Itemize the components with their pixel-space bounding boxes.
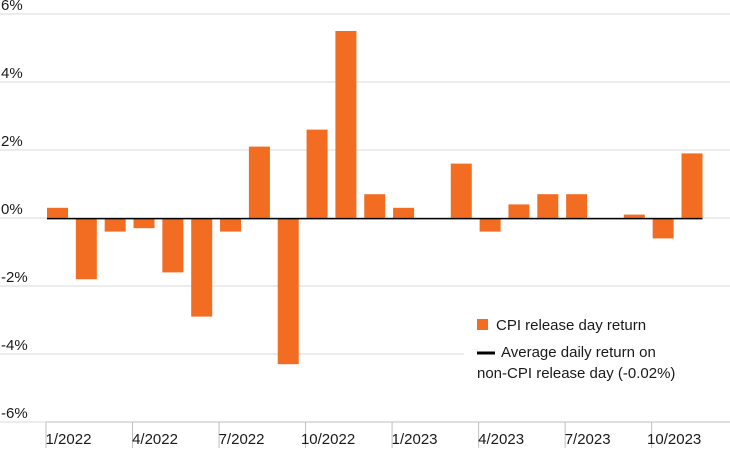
bar bbox=[393, 207, 415, 218]
bar bbox=[335, 31, 357, 218]
bar bbox=[508, 204, 530, 218]
bar bbox=[248, 146, 270, 218]
legend-line-label-2: non-CPI release day (-0.02%) bbox=[477, 365, 675, 382]
bar bbox=[306, 129, 328, 218]
y-tick-label: 2% bbox=[1, 133, 23, 150]
bar bbox=[681, 153, 703, 218]
legend-background bbox=[464, 306, 730, 384]
x-tick-label: 10/2023 bbox=[647, 431, 701, 448]
bar bbox=[75, 218, 97, 280]
y-tick-label: -2% bbox=[1, 269, 28, 286]
bar bbox=[277, 218, 299, 365]
x-axis: 1/2022 4/2022 7/2022 10/2022 1/2023 4/2023 7/2… bbox=[45, 421, 730, 448]
y-tick-label: -6% bbox=[1, 405, 28, 422]
bar-series bbox=[47, 31, 703, 365]
bar bbox=[450, 163, 472, 218]
legend-bar-swatch bbox=[477, 319, 488, 330]
bar bbox=[364, 194, 386, 218]
legend-line-label-1: Average daily return on bbox=[501, 344, 656, 361]
x-tick-label: 4/2023 bbox=[478, 431, 524, 448]
bar bbox=[104, 218, 126, 232]
bar bbox=[162, 218, 184, 273]
x-tick-label: 1/2022 bbox=[46, 431, 92, 448]
y-tick-label: 6% bbox=[1, 0, 23, 14]
y-tick-label: 4% bbox=[1, 65, 23, 82]
x-tick-label: 1/2023 bbox=[392, 431, 438, 448]
bar bbox=[191, 218, 213, 317]
bar bbox=[479, 218, 501, 232]
bar bbox=[47, 207, 68, 218]
x-tick-label: 7/2022 bbox=[219, 431, 265, 448]
x-tick-label: 4/2022 bbox=[132, 431, 178, 448]
y-tick-label: 0% bbox=[1, 201, 23, 218]
y-axis-tick-labels: -6% -4% -2% 0% 2% 4% 6% bbox=[1, 0, 28, 422]
bar bbox=[623, 214, 645, 218]
bar bbox=[133, 218, 155, 229]
legend-bar-label: CPI release day return bbox=[496, 317, 646, 334]
bar bbox=[566, 194, 588, 218]
legend: CPI release day return Average daily ret… bbox=[464, 306, 730, 384]
x-tick-label: 10/2022 bbox=[301, 431, 355, 448]
y-tick-label: -4% bbox=[1, 337, 28, 354]
bar bbox=[537, 194, 559, 218]
bar bbox=[652, 218, 674, 239]
bar bbox=[220, 218, 242, 232]
x-tick-label: 7/2023 bbox=[565, 431, 611, 448]
